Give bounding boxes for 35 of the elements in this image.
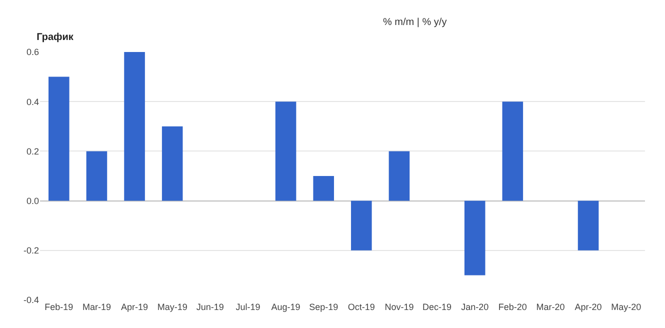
- y-tick-label: 0.0: [26, 196, 39, 206]
- bar: [48, 76, 70, 201]
- x-tick-label: Jun-19: [196, 302, 224, 312]
- bar: [162, 126, 183, 201]
- x-tick-label: Apr-20: [574, 302, 602, 312]
- x-tick-label: Mar-19: [82, 302, 111, 312]
- x-tick-label: Sep-19: [309, 302, 338, 312]
- y-tick-label: 0.4: [26, 96, 39, 107]
- x-tick-label: May-19: [157, 302, 188, 312]
- x-tick-label: Dec-19: [422, 302, 452, 312]
- x-tick-label: Mar-20: [536, 302, 565, 312]
- y-tick-label: 0.6: [26, 47, 39, 58]
- bar: [351, 200, 372, 250]
- bar: [313, 176, 334, 201]
- bar: [124, 52, 145, 201]
- x-tick-label: Nov-19: [384, 302, 414, 312]
- x-tick-label: Jul-19: [236, 302, 260, 312]
- chart-title: График: [36, 32, 74, 43]
- x-tick-label: Feb-20: [498, 302, 527, 312]
- bar: [502, 102, 524, 201]
- x-tick-label: Aug-19: [271, 302, 300, 312]
- x-tick-label: Feb-19: [44, 302, 74, 312]
- y-tick-label: 0.2: [26, 146, 39, 156]
- x-tick-label: Oct-19: [348, 302, 375, 312]
- bar: [86, 151, 108, 201]
- y-tick-label: -0.4: [23, 295, 39, 306]
- x-tick-label: May-20: [611, 302, 642, 312]
- bar: [275, 102, 296, 201]
- x-tick-label: Apr-19: [121, 302, 148, 312]
- bar: [464, 200, 486, 276]
- y-tick-label: -0.2: [23, 246, 39, 256]
- x-tick-label: Jan-20: [461, 302, 489, 312]
- chart-subtitle: % m/m | % y/y: [383, 17, 447, 28]
- bar: [388, 151, 410, 201]
- bar: [578, 200, 599, 250]
